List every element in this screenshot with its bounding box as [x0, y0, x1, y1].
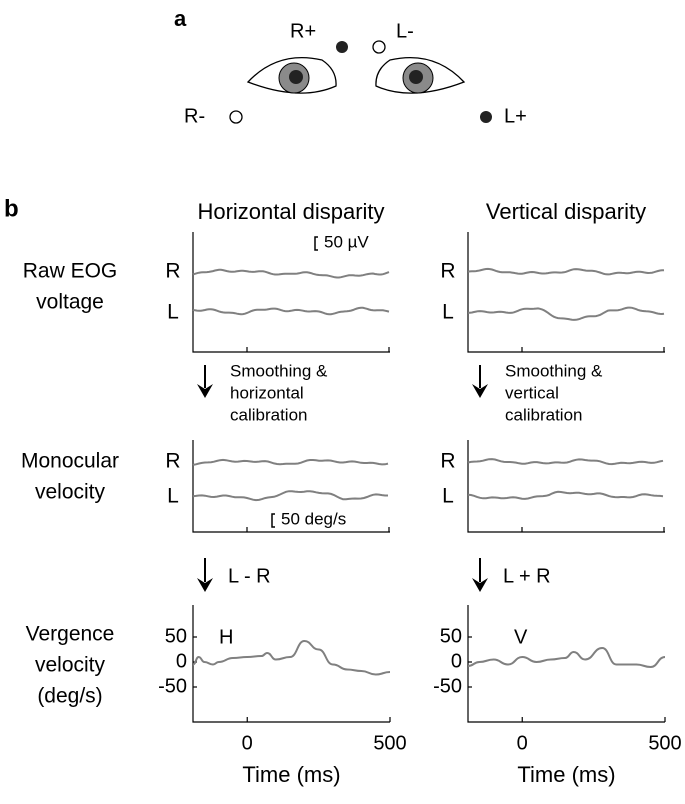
eye-label: R: [165, 450, 180, 473]
x-axis-label: Time (ms): [242, 762, 340, 787]
electrode-label: L-: [396, 20, 414, 42]
row-label: (deg/s): [37, 685, 102, 708]
electrode: [229, 110, 243, 124]
trace: [192, 306, 390, 316]
y-tick-label: -50: [158, 675, 187, 697]
electrode-label: L+: [504, 105, 527, 127]
axis: [192, 232, 390, 353]
step-label: L + R: [503, 565, 551, 587]
annotation: H: [219, 626, 233, 648]
step-label: Smoothing &: [230, 361, 328, 380]
y-tick-label: 0: [176, 650, 187, 672]
step-label: calibration: [230, 405, 308, 424]
row-label: Monocular: [21, 450, 119, 473]
x-axis-label: Time (ms): [517, 762, 615, 787]
electrode: [480, 111, 492, 123]
electrode: [336, 41, 348, 53]
panel-label: b: [4, 195, 19, 222]
axis: [467, 440, 665, 533]
y-tick-label: 0: [451, 650, 462, 672]
trace: [192, 268, 390, 279]
scale-label: 50 µV: [324, 232, 369, 251]
step-label: vertical: [505, 383, 559, 402]
electrode-label: R+: [290, 20, 316, 42]
x-tick-label: 0: [242, 732, 253, 754]
step-label: Smoothing &: [505, 361, 603, 380]
trace: [192, 458, 389, 466]
scale-bar: [314, 236, 318, 251]
line: [192, 639, 391, 676]
trace: [468, 306, 665, 321]
arrow-head: [472, 384, 488, 398]
y-tick-label: -50: [433, 675, 462, 697]
x-tick-label: 500: [373, 732, 406, 754]
axis: [192, 440, 390, 533]
axis: [467, 232, 665, 353]
electrode: [372, 40, 386, 54]
x-tick-label: 0: [517, 732, 528, 754]
eye-label: L: [167, 301, 179, 324]
line: [467, 646, 666, 669]
row-label: voltage: [36, 291, 104, 314]
eye-label: R: [440, 260, 455, 283]
y-tick-label: 50: [440, 625, 462, 647]
eye-label: L: [442, 301, 454, 324]
column-title: Horizontal disparity: [197, 199, 384, 224]
eye-label: L: [442, 485, 454, 508]
axis: [192, 605, 390, 723]
y-tick-label: 50: [165, 625, 187, 647]
arrow-head: [197, 384, 213, 398]
eye-label: R: [165, 260, 180, 283]
trace: [467, 267, 665, 276]
eyes: [229, 40, 492, 124]
row-label: Raw EOG: [23, 260, 118, 283]
panel-label: a: [174, 6, 187, 31]
annotation: V: [514, 626, 528, 648]
axis: [467, 605, 665, 723]
trace: [467, 490, 664, 500]
trace: [467, 458, 664, 466]
step-label: horizontal: [230, 383, 304, 402]
step-label: calibration: [505, 405, 583, 424]
eye-label: L: [167, 485, 179, 508]
x-tick-label: 500: [648, 732, 681, 754]
electrode-label: R-: [184, 105, 205, 127]
column-title: Vertical disparity: [486, 199, 646, 224]
row-label: velocity: [35, 481, 106, 504]
trace: [192, 490, 388, 502]
right-eye: [375, 57, 466, 94]
left-eye: [246, 57, 337, 94]
scale-bar: [271, 513, 275, 528]
arrow-head: [472, 578, 488, 592]
scale-label: 50 deg/s: [281, 509, 346, 528]
eye-label: R: [440, 450, 455, 473]
step-label: L - R: [228, 565, 271, 587]
row-label: Vergence: [26, 623, 115, 646]
row-label: velocity: [35, 654, 106, 677]
arrow-head: [197, 578, 213, 592]
